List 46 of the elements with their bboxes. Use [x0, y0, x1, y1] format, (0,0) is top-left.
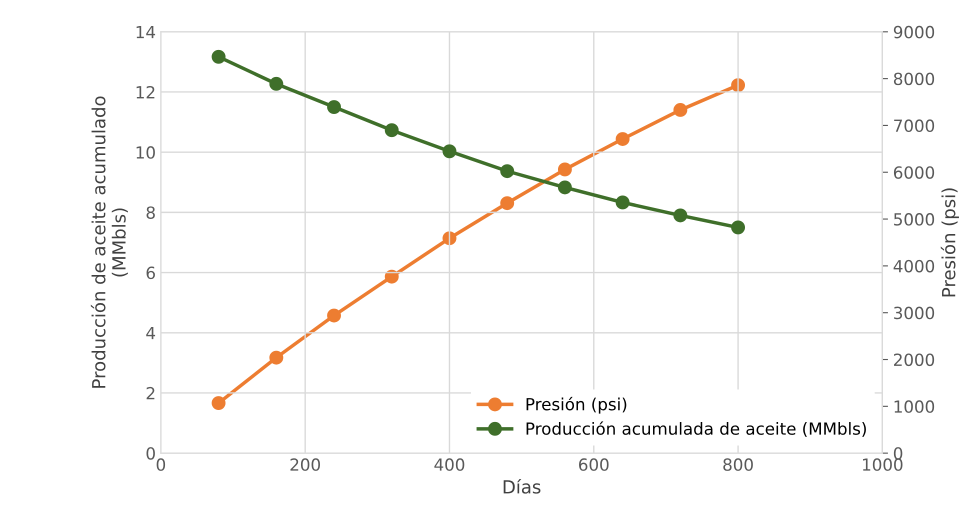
- point: [269, 76, 284, 91]
- legend-label: Presión (psi): [526, 396, 626, 414]
- point: [500, 164, 514, 178]
- y-tick-label: 10: [136, 146, 155, 159]
- point: [442, 231, 456, 246]
- point: [212, 396, 226, 410]
- y2-tick-label: 1000: [894, 400, 934, 413]
- point: [673, 103, 688, 117]
- point: [616, 196, 630, 210]
- point: [558, 180, 572, 194]
- y-tick-label: 8: [146, 206, 155, 219]
- point: [500, 196, 514, 210]
- x-tick-label: 400: [434, 458, 464, 471]
- y-tick-label: 2: [146, 386, 154, 400]
- point: [558, 162, 572, 176]
- y2-tick-label: 9000: [894, 26, 934, 38]
- y2-tick-label: 8000: [894, 72, 934, 86]
- point: [442, 144, 456, 158]
- y2-tick-label: 2000: [894, 353, 934, 366]
- x-axis-title: Días: [504, 478, 540, 494]
- x-tick-label: 0: [156, 458, 166, 471]
- y2-tick-label: 5000: [894, 213, 934, 226]
- point: [327, 100, 341, 114]
- x-tick-label: 800: [723, 458, 753, 471]
- y2-tick-label: 6000: [894, 166, 934, 179]
- y-tick-label: 14: [136, 26, 156, 38]
- point: [616, 132, 630, 146]
- y2-tick-label: 7000: [894, 119, 934, 132]
- point: [731, 220, 746, 234]
- x-tick-label: 600: [579, 458, 609, 471]
- y-tick-label: 4: [146, 326, 156, 340]
- point: [673, 208, 688, 222]
- y2-tick-label: 4000: [894, 260, 934, 272]
- legend-label: Producción acumulada de aceite (MMbls): [526, 421, 866, 437]
- y-tick-label: 12: [136, 86, 154, 98]
- x-tick-label: 1000: [862, 458, 902, 471]
- point: [384, 123, 399, 138]
- y-tick-label: 6: [146, 266, 155, 280]
- y-tick-label: 0: [146, 447, 155, 460]
- point: [327, 308, 341, 322]
- y2-axis-title: Presión (psi): [940, 188, 959, 296]
- point: [212, 50, 226, 64]
- point: [269, 350, 284, 365]
- x-tick-label: 200: [290, 458, 320, 471]
- y2-tick-label: 3000: [894, 306, 934, 320]
- y-axis-title: Producción de aceite acumulado (MMbls): [90, 96, 128, 388]
